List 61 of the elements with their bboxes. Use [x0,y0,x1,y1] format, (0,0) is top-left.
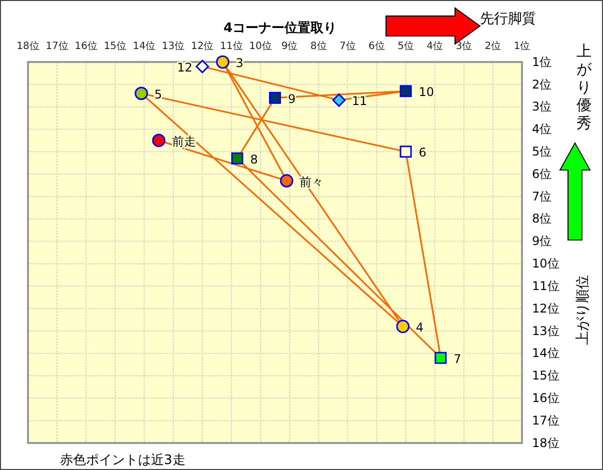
x-tick-label: 18位 [16,40,40,52]
annotation: 10 [418,85,434,100]
point [216,55,230,69]
y-tick-label: 4位 [532,122,552,136]
x-tick-label: 13位 [162,40,185,52]
x-tick-label: 6位 [368,40,385,52]
text: 先行脚質 [480,11,536,27]
annotation: 3 [236,56,244,70]
point [134,86,148,100]
point [396,320,410,334]
y-tick-label: 18位 [532,436,560,450]
point [280,174,294,188]
y-tick-label: 8位 [532,212,552,226]
x-tick-label: 2位 [484,40,502,52]
point [400,146,412,158]
x-tick-label: 11位 [220,40,243,52]
x-tick-label: 5位 [398,40,414,52]
y-tick-label: 17位 [532,413,560,428]
point [196,60,210,74]
y-tick-label: 3位 [532,100,552,114]
chart-title: 4コーナー位置取り [223,21,337,36]
y-tick-label: 15位 [532,368,560,383]
annotation: 12 [177,60,192,74]
text: 赤色ポイントは近3走 [60,453,186,468]
x-tick-label: 16位 [74,40,98,52]
annotation: 7 [454,352,462,366]
annotation: 11 [352,94,368,108]
point [152,134,166,148]
point [231,152,244,164]
y-tick-label: 16位 [532,391,560,406]
x-tick-label: 17位 [46,40,68,52]
x-tick-label: 15位 [104,40,127,52]
y-tick-label: 11位 [532,278,560,293]
text: 上がり優秀 [576,42,592,132]
y-tick-label: 14位 [532,346,560,360]
annotation: 8 [250,152,258,166]
x-tick-label: 9位 [281,40,298,52]
annotation: 6 [418,146,426,160]
point [332,93,346,107]
x-tick-label: 8位 [310,40,327,52]
x-tick-label: 10位 [249,40,272,52]
point [434,352,447,364]
y-tick-label: 9位 [532,234,552,248]
y-tick-label: 13位 [532,324,560,338]
y-tick-label: 5位 [532,144,552,158]
y-tick-label: 2位 [532,77,552,92]
y-tick-label: 10位 [532,256,560,271]
annotation: 4 [416,320,424,334]
y-tick-label: 6位 [532,166,552,181]
annotation: 前走 [172,134,196,148]
y-tick-label: 1位 [532,54,552,69]
x-tick-label: 12位 [190,40,214,52]
x-tick-label: 7位 [339,40,356,52]
y-tick-label: 12位 [532,301,560,316]
point [269,92,281,104]
x-tick-label: 14位 [132,40,156,52]
y-tick-label: 7位 [532,189,552,204]
x-tick-label: 4位 [426,40,444,52]
point [400,85,412,98]
x-tick-label: 1位 [514,40,530,52]
y-axis-title: 上がり順位 [575,275,591,345]
